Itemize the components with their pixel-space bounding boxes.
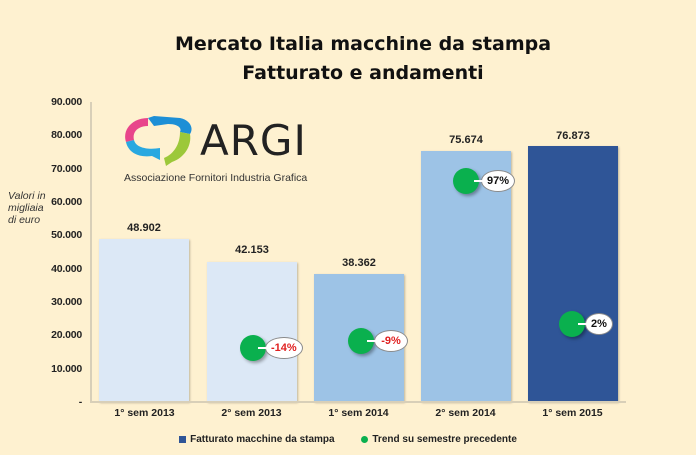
y-axis-label-line: di euro — [8, 214, 41, 226]
y-axis-label-line: migliaia — [8, 202, 44, 214]
bar-1-sem-2013 — [99, 239, 189, 402]
x-tick: 2° sem 2013 — [221, 407, 282, 419]
chart-title-line2: Fatturato e andamenti — [242, 62, 484, 84]
legend-label: Trend su semestre precedente — [372, 434, 517, 445]
legend-item-trend: Trend su semestre precedente — [361, 434, 517, 445]
y-tick: 80.000 — [51, 129, 82, 141]
legend-label: Fatturato macchine da stampa — [190, 434, 335, 445]
y-tick: 20.000 — [51, 329, 82, 341]
y-tick: 90.000 — [51, 96, 82, 108]
logo-wordmark: ARGI — [200, 116, 307, 165]
argi-ribbon-logo-icon — [125, 116, 192, 166]
x-tick: 1° sem 2015 — [542, 407, 603, 419]
bar-value-label: 75.674 — [449, 134, 483, 146]
bar-value-label: 76.873 — [556, 130, 590, 142]
y-tick: 50.000 — [51, 229, 82, 241]
argi-logo: ARGI Associazione Fornitori Industria Gr… — [120, 112, 320, 192]
bar-value-label: 48.902 — [127, 222, 161, 234]
x-tick: 1° sem 2013 — [114, 407, 175, 419]
y-tick: 10.000 — [51, 363, 82, 375]
bar-value-label: 38.362 — [342, 257, 376, 269]
chart-title: Mercato Italia macchine da stampa Fattur… — [0, 30, 696, 88]
trend-bubble: -14% — [258, 337, 303, 359]
y-axis-label-line: Valori in — [8, 190, 46, 202]
x-tick: 2° sem 2014 — [435, 407, 496, 419]
y-tick: 30.000 — [51, 296, 82, 308]
trend-bubble: 2% — [578, 313, 613, 335]
legend-dot-icon — [361, 436, 369, 443]
y-tick: - — [78, 396, 83, 408]
chart-title-line1: Mercato Italia macchine da stampa — [174, 33, 552, 55]
y-tick: 60.000 — [51, 196, 82, 208]
bar-2-sem-2013 — [207, 262, 297, 402]
x-axis-line — [90, 401, 626, 403]
y-tick: 70.000 — [51, 163, 82, 175]
legend: Fatturato macchine da stampa Trend su se… — [0, 434, 696, 446]
y-tick: 40.000 — [51, 263, 82, 275]
trend-bubble: 97% — [473, 170, 516, 192]
y-axis-line — [90, 102, 92, 402]
y-axis-label: Valori in migliaia di euro — [8, 190, 58, 226]
legend-item-fatturato: Fatturato macchine da stampa — [179, 434, 335, 445]
bar-value-label: 42.153 — [235, 244, 269, 256]
logo-subtitle: Associazione Fornitori Industria Grafica — [124, 172, 308, 184]
bar-1-sem-2015 — [528, 146, 618, 402]
x-tick: 1° sem 2014 — [328, 407, 389, 419]
legend-square-icon — [179, 436, 187, 443]
trend-bubble: -9% — [367, 330, 408, 352]
